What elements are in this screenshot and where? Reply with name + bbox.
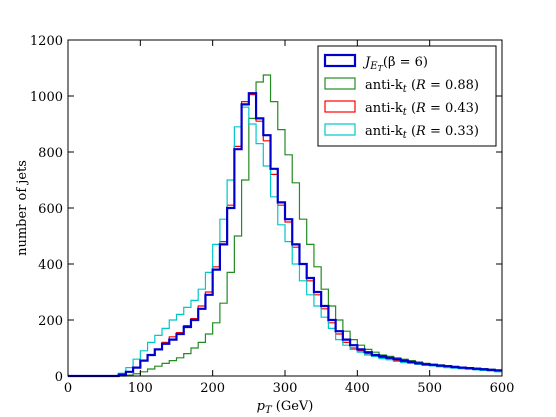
legend-label-1: JET(β = 6) [362, 55, 428, 73]
x-tick-label: 200 [200, 381, 225, 396]
x-tick-label: 600 [490, 381, 515, 396]
x-tick-label: 500 [417, 381, 442, 396]
ticks-group: 0 100 200 300 400 500 600 0 200 400 600 800 1000 1200 [30, 34, 515, 396]
x-tick-label: 400 [345, 381, 370, 396]
x-tick-label: 300 [273, 381, 298, 396]
x-axis-title: pT (GeV) [257, 399, 314, 416]
legend-label-4: anti-kt (R = 0.33) [365, 124, 479, 141]
legend-swatch-4 [324, 123, 356, 136]
legend-label-3: anti-kt (R = 0.43) [365, 101, 479, 118]
legend-label-2: anti-kt (R = 0.88) [365, 78, 479, 95]
series-line-4 [68, 106, 502, 377]
legend-swatch-3 [324, 100, 356, 113]
x-tick-label: 0 [64, 381, 72, 396]
x-tick-label: 100 [128, 381, 153, 396]
y-tick-label: 1000 [30, 90, 63, 105]
legend-frame [317, 45, 497, 147]
y-tick-label: 200 [38, 314, 63, 329]
y-tick-label: 1200 [30, 34, 63, 49]
y-tick-label: 800 [38, 146, 63, 161]
y-tick-label: 400 [38, 258, 63, 273]
legend-swatch-1 [323, 53, 357, 68]
series-group [68, 74, 502, 378]
y-axis-title: number of jets [15, 160, 30, 256]
legend-swatch-2 [324, 77, 356, 90]
y-tick-label: 600 [38, 202, 63, 217]
legend: JET(β = 6) anti-kt (R = 0.88) anti-kt (R =… [317, 45, 497, 147]
y-tick-label: 0 [55, 370, 63, 385]
series-line-1 [68, 92, 502, 378]
